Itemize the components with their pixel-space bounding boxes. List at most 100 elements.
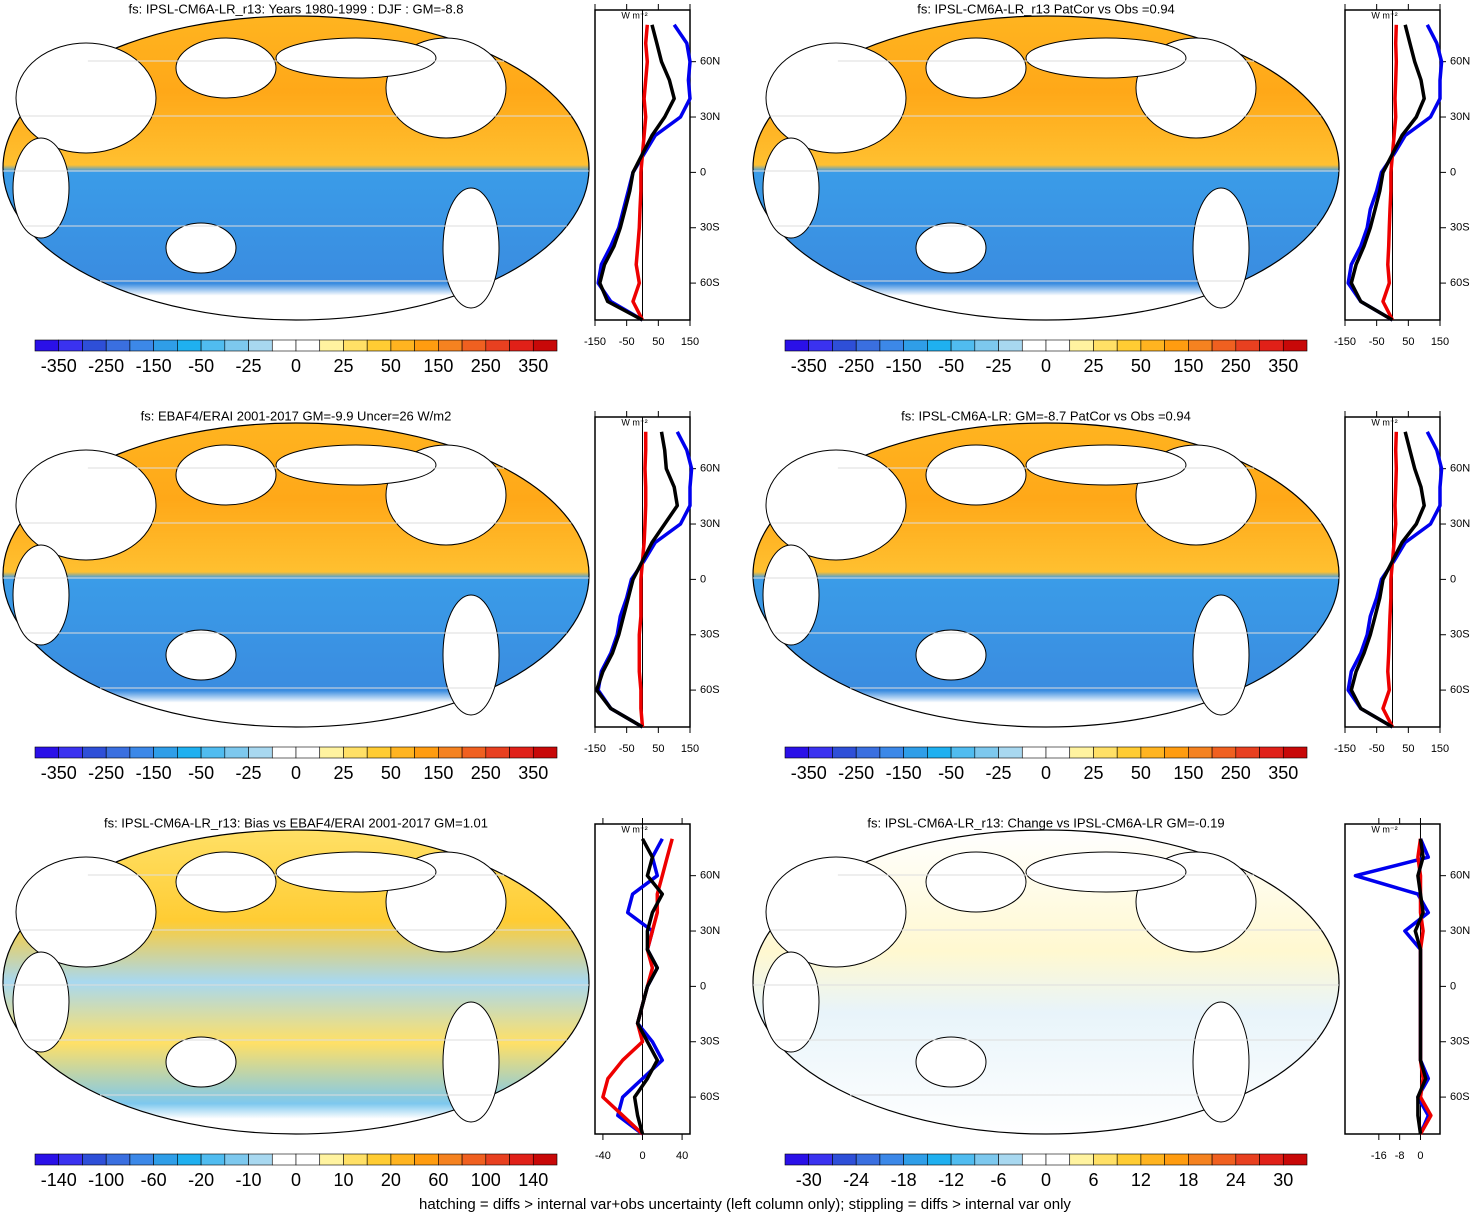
colorbar-box (82, 746, 107, 759)
colorbar-label: 350 (518, 356, 548, 376)
colorbar-label: 0 (1041, 763, 1051, 783)
colorbar-box (390, 746, 415, 759)
colorbar-box (1235, 339, 1260, 352)
colorbar-box (461, 1153, 487, 1166)
colorbar-box (295, 339, 321, 352)
colorbar-box (927, 746, 952, 759)
profile-line (632, 837, 665, 1135)
colorbar-label: 24 (1226, 1170, 1246, 1190)
colorbar-box (808, 1153, 833, 1166)
colorbar-box (1021, 746, 1047, 759)
profile-unit: W m⁻² (621, 824, 647, 834)
panel-title: fs: IPSL-CM6A-LR_r13: Bias vs EBAF4/ERAI… (104, 815, 488, 830)
colorbar-box (1093, 1153, 1118, 1166)
colorbar-box (129, 339, 154, 352)
panel: fs: IPSL-CM6A-LR_r13: Bias vs EBAF4/ERAI… (2, 815, 720, 1190)
profile-unit: W m⁻² (1371, 417, 1397, 427)
colorbar-box (950, 746, 976, 759)
colorbar-box (1093, 746, 1118, 759)
colorbar-box (1116, 746, 1142, 759)
colorbar-box (414, 746, 439, 759)
colorbar-box (903, 1153, 928, 1166)
profile-line (1381, 24, 1399, 321)
panel: fs: IPSL-CM6A-LR_r13: Change vs IPSL-CM6… (752, 815, 1470, 1190)
colorbar-label: -350 (41, 356, 77, 376)
x-tick-label: -50 (1369, 743, 1385, 755)
colorbar-box (1093, 339, 1118, 352)
x-tick-label: -150 (584, 336, 606, 348)
x-tick-label: -150 (1334, 743, 1356, 755)
colorbar-box (34, 746, 60, 759)
continent (762, 137, 820, 239)
colorbar-label: 150 (423, 763, 453, 783)
x-tick-label: -40 (595, 1150, 611, 1162)
continent (275, 37, 437, 79)
colorbar-label: 6 (1088, 1170, 1098, 1190)
colorbar-box (271, 1153, 297, 1166)
colorbar-box (295, 1153, 321, 1166)
colorbar-box (855, 339, 881, 352)
colorbar-box (998, 1153, 1023, 1166)
colorbar-box (903, 746, 928, 759)
colorbar-label: -250 (88, 356, 124, 376)
profile-line (631, 24, 650, 321)
colorbar-box (105, 1153, 131, 1166)
profile-line (594, 431, 680, 729)
colorbar-label: 0 (291, 1170, 301, 1190)
colorbar-label: -50 (938, 356, 964, 376)
colorbar-box (998, 339, 1023, 352)
x-tick-label: 150 (681, 743, 699, 755)
colorbar-box (855, 1153, 881, 1166)
profile-unit: W m⁻² (621, 10, 647, 20)
colorbar-label: -150 (136, 356, 172, 376)
colorbar-label: 0 (291, 763, 301, 783)
profile-line (1349, 24, 1426, 322)
continent (15, 856, 157, 968)
colorbar-box (1259, 339, 1284, 352)
colorbar-box (34, 339, 60, 352)
y-tick-label: 30S (1450, 1036, 1470, 1048)
colorbar-label: 250 (1221, 763, 1251, 783)
profile-line (1381, 431, 1399, 728)
panel: fs: IPSL-CM6A-LR: GM=-8.7 PatCor vs Obs … (752, 408, 1470, 783)
colorbar-box (832, 746, 857, 759)
colorbar-label: 12 (1131, 1170, 1151, 1190)
colorbar-box (438, 746, 463, 759)
colorbar-box (58, 339, 83, 352)
colorbar-box (366, 746, 392, 759)
colorbar-label: -12 (938, 1170, 964, 1190)
colorbar-box (974, 746, 999, 759)
colorbar-label: -6 (991, 1170, 1007, 1190)
colorbar-box (82, 339, 107, 352)
colorbar-box (903, 339, 928, 352)
colorbar-label: -60 (141, 1170, 167, 1190)
colorbar-box (532, 1153, 558, 1166)
colorbar-box (82, 1153, 107, 1166)
colorbar-box (1211, 339, 1237, 352)
colorbar-label: -350 (791, 763, 827, 783)
continent (175, 444, 277, 506)
colorbar-label: 50 (381, 356, 401, 376)
colorbar-box (200, 1153, 226, 1166)
continent (175, 37, 277, 99)
y-tick-label: 0 (700, 573, 706, 585)
profile-unit: W m⁻² (1371, 824, 1397, 834)
profile-unit: W m⁻² (621, 417, 647, 427)
colorbar-box (295, 746, 321, 759)
y-tick-label: 60N (700, 463, 720, 475)
colorbar-box (319, 339, 344, 352)
colorbar-label: 50 (381, 763, 401, 783)
continent (165, 222, 237, 274)
continent (1025, 851, 1187, 893)
y-tick-label: 60S (700, 1091, 720, 1103)
colorbar-label: -30 (796, 1170, 822, 1190)
y-tick-label: 30S (700, 629, 720, 641)
colorbar-label: -24 (843, 1170, 869, 1190)
colorbar-label: -50 (188, 356, 214, 376)
colorbar-box (461, 339, 487, 352)
colorbar-box (832, 1153, 857, 1166)
colorbar-label: -350 (791, 356, 827, 376)
continent (765, 449, 907, 561)
continent (165, 1036, 237, 1088)
y-tick-label: 30S (700, 1036, 720, 1048)
